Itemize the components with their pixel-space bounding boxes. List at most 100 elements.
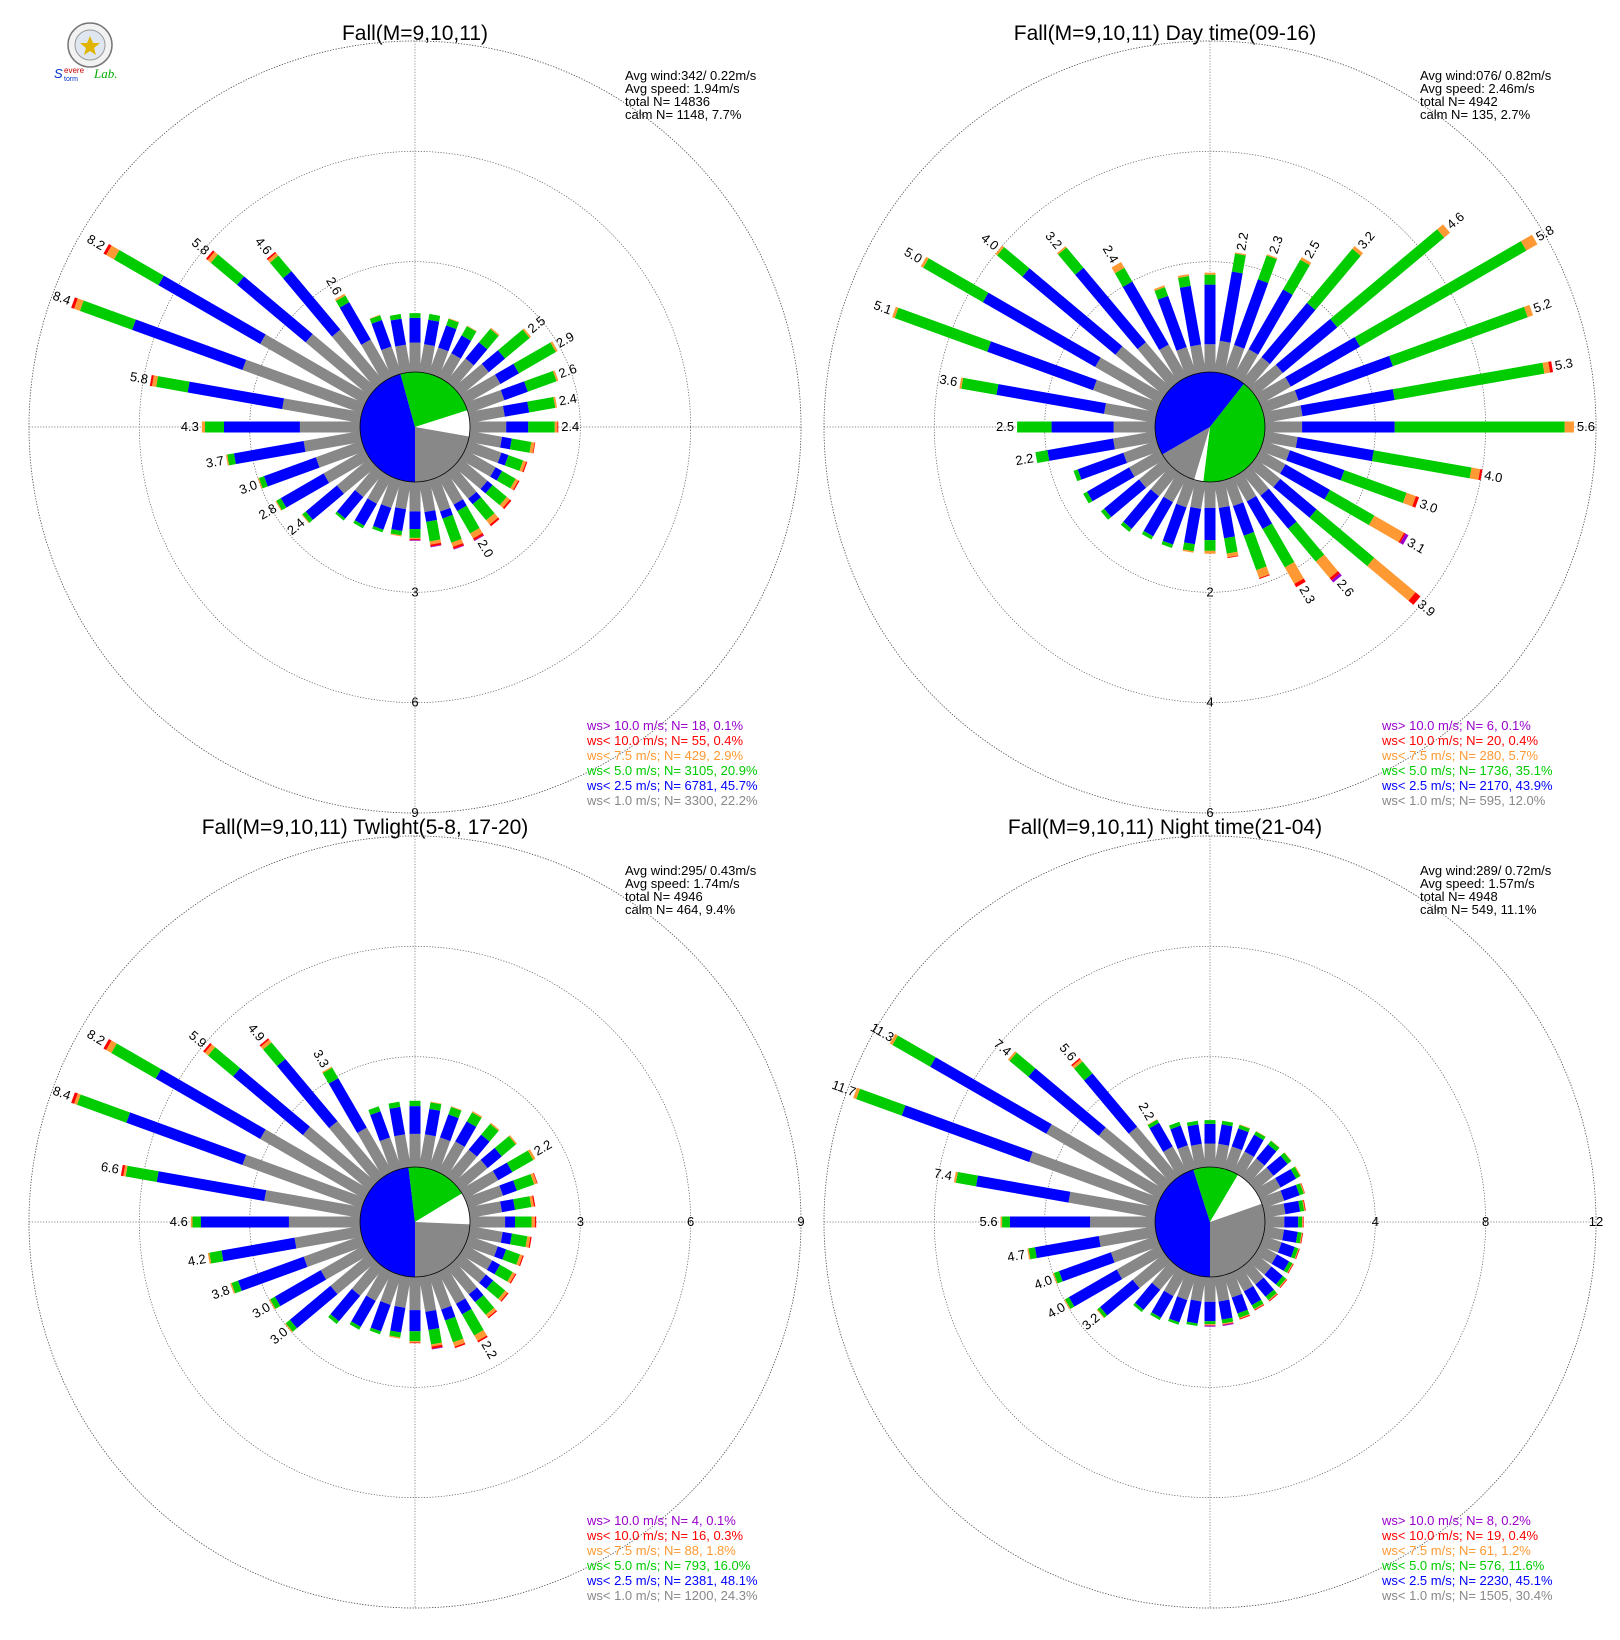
bar-segment [369,1327,382,1335]
legend-entry: ws< 2.5 m/s; N= 2381, 48.1% [586,1573,758,1588]
bar-segment [242,359,366,414]
bar-segment [507,1272,516,1284]
bar-segment [74,1093,81,1105]
bar-label: 8.4 [51,288,73,308]
bar-segment [1268,1293,1278,1301]
bar-segment [1137,342,1179,389]
direction-bar: 2.2 [1014,431,1157,468]
bar-segment [1256,566,1270,579]
direction-bar: 2.2 [437,1266,500,1361]
bar-segment [1120,521,1132,532]
bar-segment [1077,452,1128,480]
bar-segment [1400,533,1409,545]
bar-segment [1176,346,1197,378]
bar-segment [305,333,377,396]
bar-segment [381,476,402,509]
bar-label: 4.0 [1032,1272,1054,1292]
bar-segment [203,1042,212,1053]
direction-bar: 7.4 [933,1165,1157,1218]
bar-segment [409,482,421,512]
bar-segment [236,276,313,343]
bar-segment [1255,1277,1274,1297]
bar-segment [390,529,403,536]
bar-segment [331,329,384,389]
bar-segment [123,1165,128,1177]
info-line: total N= 4946 [625,889,703,904]
bar-label: 2.4 [284,515,307,538]
bar-segment [466,1112,482,1127]
bar-segment [437,471,464,505]
logo: S evere torm Lab. [54,22,117,83]
direction-bar [437,1111,483,1178]
direction-bar: 2.6 [323,274,393,383]
bar-label: 5.6 [1577,419,1595,434]
bar-segment [1294,578,1306,588]
bar-segment [1265,1289,1277,1301]
bar-segment [1295,1231,1302,1244]
bar-segment [550,341,558,353]
bar-segment [1330,229,1445,328]
direction-bar: 5.6 [1056,1040,1179,1184]
bar-segment [361,339,393,383]
bar-segment [1542,361,1551,374]
bar-label: 5.8 [189,235,212,258]
direction-bar [428,1106,462,1173]
bar-segment [1100,1279,1140,1316]
direction-bar [388,1101,411,1169]
legend-entry: ws< 7.5 m/s; N= 429, 2.9% [586,748,744,763]
bar-segment [455,1298,472,1315]
ring-label: 6 [1206,805,1213,820]
bar-segment [429,1102,442,1111]
bar-segment [389,313,402,321]
info-line: Avg speed: 1.74m/s [625,876,740,891]
bar-segment [1214,1143,1230,1169]
bar-segment [187,381,285,410]
direction-bar: 3.1 [1254,449,1428,557]
bar-segment [1279,1279,1288,1289]
bar-segment [1267,1140,1280,1152]
bar-segment [1104,403,1157,423]
direction-bar: 3.6 [938,371,1157,423]
bar-segment [1241,356,1270,389]
direction-bar [368,1106,402,1173]
bar-segment [1564,421,1574,433]
bar-segment [1231,1128,1249,1151]
bar-segment [892,1035,936,1067]
bar-segment [380,1271,402,1305]
direction-bar [446,327,500,389]
bar-segment [156,376,190,393]
direction-bar [459,449,520,491]
bar-segment [1190,1275,1206,1302]
bar-label: 3.2 [1355,228,1378,251]
bar-segment [519,460,527,472]
bar-segment [260,1039,272,1050]
bar-segment [428,1328,442,1345]
bar-segment [1100,508,1112,520]
bar-segment [1022,268,1123,355]
bar-segment [474,1329,487,1342]
legend-entry: ws< 5.0 m/s; N= 3105, 20.9% [586,763,758,778]
bar-segment [1143,496,1173,537]
bar-segment [894,307,991,352]
panel-title: Fall(M=9,10,11) Twlight(5-8, 17-20) [202,816,529,839]
logo-star-icon [80,36,100,55]
pie-slice [1210,1174,1262,1222]
bar-segment [500,436,512,450]
bar-segment [208,1047,241,1077]
bar-segment [1221,1317,1234,1324]
direction-bar [446,1122,500,1184]
bar-segment [1264,1266,1283,1285]
bar-segment [369,315,382,324]
bar-segment [1260,488,1297,529]
direction-bar [1083,449,1166,504]
bar-segment [453,499,467,512]
direction-bar [1204,272,1216,372]
bar-segment [1237,1309,1250,1318]
info-line: Avg speed: 1.94m/s [625,81,740,96]
bar-segment [419,480,436,513]
bar-segment [156,1171,267,1202]
direction-bar [1259,1182,1306,1209]
bar-segment [424,510,437,522]
bar-segment [1232,349,1259,383]
